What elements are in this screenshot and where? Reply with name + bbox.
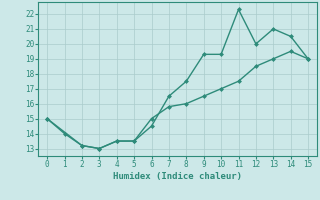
X-axis label: Humidex (Indice chaleur): Humidex (Indice chaleur) — [113, 172, 242, 181]
